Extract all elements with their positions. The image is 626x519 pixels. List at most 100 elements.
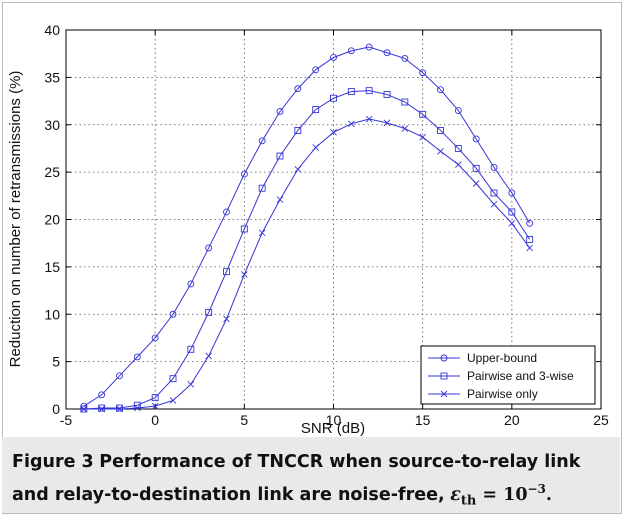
caption-exponent: −3 <box>527 482 546 496</box>
data-point <box>347 47 355 55</box>
data-point <box>472 164 480 172</box>
series-line <box>83 118 531 410</box>
caption-epsilon-subscript: th <box>460 493 477 509</box>
data-point <box>419 133 426 141</box>
data-point <box>258 137 266 145</box>
data-point <box>223 315 230 323</box>
data-point <box>187 280 195 288</box>
data-point <box>223 268 230 276</box>
data-point <box>151 394 159 402</box>
data-point <box>312 66 320 74</box>
data-point <box>294 85 302 93</box>
data-point <box>419 69 427 77</box>
data-point <box>240 170 248 178</box>
series-x <box>80 115 533 413</box>
caption-period: . <box>545 484 552 505</box>
data-point <box>526 244 533 252</box>
x-tick-label: 15 <box>415 412 431 428</box>
data-point <box>98 391 106 399</box>
data-point <box>187 381 195 388</box>
series-square <box>80 87 534 413</box>
data-point <box>490 201 498 208</box>
caption-background <box>2 437 620 513</box>
data-point <box>134 404 141 412</box>
caption-text: Performance of TNCCR when source-to-rela… <box>12 452 581 505</box>
data-point <box>526 219 534 227</box>
data-point <box>347 88 355 96</box>
data-point <box>169 397 177 404</box>
legend-label: Pairwise and 3-wise <box>467 369 574 383</box>
data-point <box>98 405 105 413</box>
series-group <box>80 43 534 413</box>
data-point <box>454 107 462 114</box>
data-point <box>276 152 284 160</box>
legend-marker <box>440 354 448 362</box>
data-point <box>383 90 391 98</box>
y-tick-label: 20 <box>44 212 60 228</box>
data-point <box>151 402 159 410</box>
data-point <box>294 126 302 134</box>
data-point <box>526 235 534 243</box>
y-tick-label: 30 <box>44 117 60 133</box>
data-point <box>365 87 373 95</box>
data-point <box>98 404 106 412</box>
data-point <box>455 161 462 168</box>
y-tick-label: 10 <box>44 306 60 322</box>
caption-equals: = 10 <box>476 484 528 505</box>
data-point <box>258 229 266 237</box>
data-point <box>383 49 391 57</box>
data-point <box>276 108 284 115</box>
data-point <box>490 163 498 171</box>
legend-marker <box>440 390 448 398</box>
data-point <box>312 106 320 114</box>
data-point <box>133 353 141 361</box>
data-point <box>401 54 409 62</box>
y-tick-label: 25 <box>44 164 60 180</box>
data-point <box>401 98 409 106</box>
series-line <box>83 46 531 407</box>
data-point <box>151 334 159 342</box>
data-point <box>205 244 213 252</box>
x-axis-label: SNR (dB) <box>301 420 365 437</box>
data-point <box>223 208 230 216</box>
figure-caption: Figure 3 Performance of TNCCR when sourc… <box>12 449 612 514</box>
data-point <box>330 129 337 136</box>
caption-label: Figure 3 <box>12 452 94 472</box>
data-point <box>312 144 319 151</box>
data-point <box>419 110 427 118</box>
data-point <box>187 345 195 353</box>
data-point <box>508 189 516 197</box>
x-tick-label: 10 <box>326 412 342 428</box>
data-point <box>401 125 409 132</box>
x-tick-label: 5 <box>240 412 248 428</box>
data-point <box>472 180 480 187</box>
x-tick-label: 20 <box>504 412 520 428</box>
y-tick-label: 40 <box>44 22 60 38</box>
y-axis-label: Reduction on number of retransmissions (… <box>7 71 24 368</box>
data-point <box>294 165 302 173</box>
data-point <box>276 196 284 203</box>
y-tick-label: 5 <box>52 354 60 370</box>
x-tick-label: 0 <box>151 412 159 428</box>
legend-marker <box>440 372 448 380</box>
legend: Upper-bound Pairwise and 3-wise Pairwise o… <box>420 345 596 405</box>
data-point <box>437 86 444 94</box>
data-point <box>330 94 337 102</box>
data-point <box>205 352 212 360</box>
data-point <box>472 135 480 143</box>
data-point <box>116 405 123 413</box>
data-point <box>383 119 391 127</box>
legend-label: Upper-bound <box>467 351 537 365</box>
x-tick-label: 25 <box>593 412 609 428</box>
data-point <box>240 225 248 233</box>
data-point <box>365 115 373 123</box>
data-point <box>437 126 444 134</box>
data-point <box>454 144 462 152</box>
legend-label: Pairwise only <box>467 387 538 401</box>
x-tick-label: -5 <box>60 412 73 428</box>
y-tick-label: 0 <box>52 401 60 417</box>
y-tick-label: 15 <box>44 259 60 275</box>
data-point <box>241 271 248 278</box>
